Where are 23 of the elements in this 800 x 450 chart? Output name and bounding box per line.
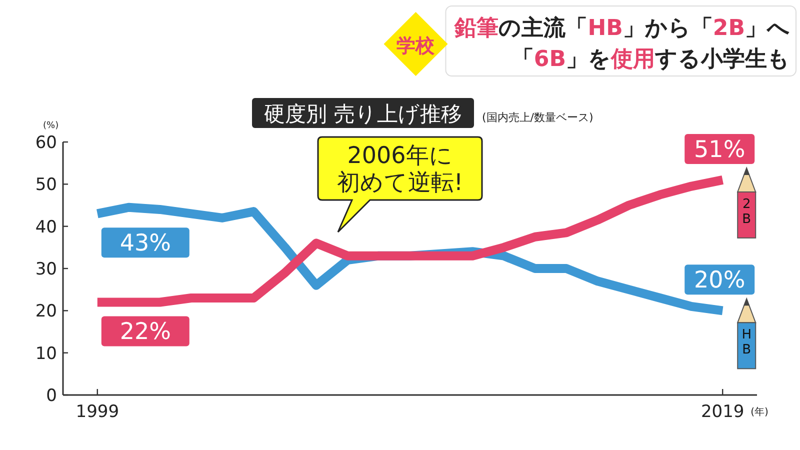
y-tick-label: 20 — [35, 302, 57, 322]
y-tick-label: 10 — [35, 344, 57, 364]
chart-title: 鉛筆の主流「HB」から「2B」へ — [454, 15, 790, 41]
y-tick-label: 0 — [46, 386, 57, 406]
y-tick-label: 60 — [35, 133, 57, 153]
x-tick-label: 1999 — [76, 402, 120, 422]
value-label: 22% — [101, 316, 190, 346]
text: 硬度別 売り上げ推移 — [264, 102, 462, 126]
series-label: HB — [742, 328, 752, 358]
y-tick-label: 30 — [35, 260, 57, 280]
data-label: 51% — [694, 136, 746, 163]
value-label: 51% — [684, 134, 755, 164]
x-axis-title: (年) — [750, 406, 769, 418]
y-tick-label: 40 — [35, 217, 57, 238]
series-label: 2B — [742, 196, 752, 227]
x-tick-label: 2019 — [700, 402, 744, 422]
chart-subtitle: 「6B」を使用する小学生も — [512, 47, 790, 72]
text: (国内売上/数量ベース) — [482, 111, 594, 124]
tag: 学校 — [384, 12, 448, 76]
y-tick-label: 50 — [35, 175, 57, 196]
y-axis-title: (%) — [43, 121, 59, 131]
data-label: 22% — [120, 319, 171, 346]
headline: 鉛筆の主流「HB」から「2B」へ 「6B」を使用する小学生も — [445, 6, 796, 76]
